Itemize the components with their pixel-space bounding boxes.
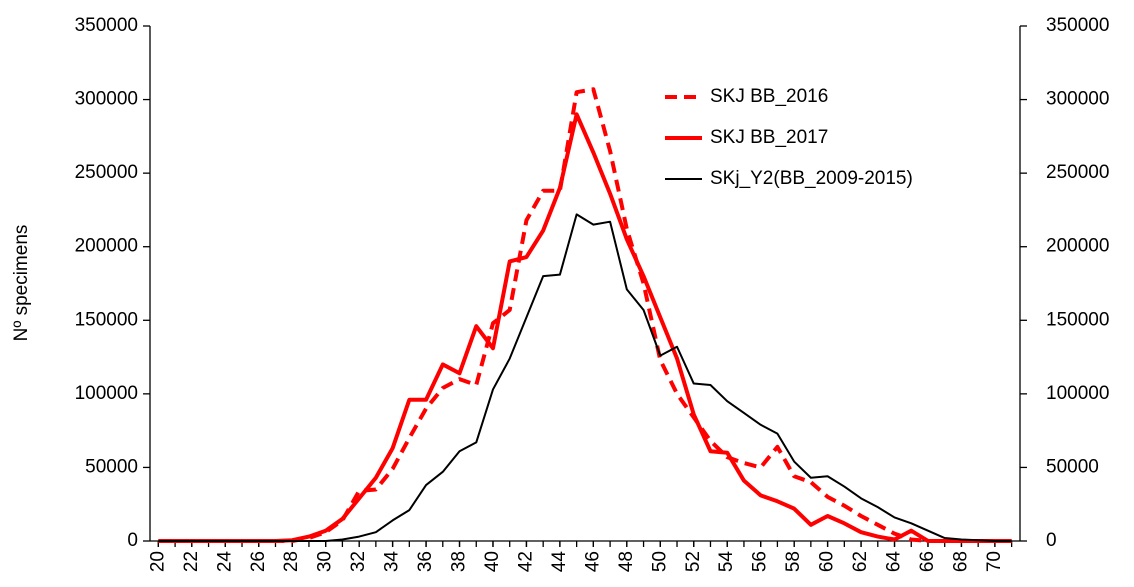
x-tick-label: 46: [582, 551, 603, 572]
legend-label: SKJ BB_2017: [710, 127, 828, 148]
y2-tick-label: 350000: [1046, 15, 1109, 36]
y2-tick-label: 100000: [1046, 383, 1109, 404]
y-tick-label: 150000: [75, 309, 138, 330]
x-tick-label: 66: [917, 551, 938, 572]
y-tick-label: 50000: [85, 456, 138, 477]
x-tick-label: 56: [750, 551, 771, 572]
series-line: [158, 213, 1012, 542]
y2-tick-label: 300000: [1046, 89, 1109, 110]
y-axis-title: Nº specimens: [11, 225, 32, 342]
y2-tick-label: 150000: [1046, 309, 1109, 330]
x-tick-label: 38: [449, 551, 470, 572]
x-tick-label: 64: [884, 551, 905, 573]
x-tick-label: 54: [716, 551, 737, 573]
y-tick-label: 250000: [75, 162, 138, 183]
y-tick-label: 200000: [75, 236, 138, 257]
x-tick-label: 32: [348, 551, 369, 572]
x-tick-label: 22: [181, 551, 202, 572]
y2-tick-label: 0: [1046, 530, 1057, 551]
x-tick-label: 20: [147, 551, 168, 572]
x-tick-label: 52: [683, 551, 704, 572]
x-tick-label: 42: [515, 551, 536, 572]
x-tick-label: 62: [850, 551, 871, 572]
y2-tick-label: 250000: [1046, 162, 1109, 183]
x-tick-label: 70: [984, 551, 1005, 572]
y2-tick-label: 200000: [1046, 236, 1109, 257]
y-tick-label: 100000: [75, 383, 138, 404]
y-tick-label: 0: [127, 530, 138, 551]
x-tick-label: 60: [817, 551, 838, 572]
y-tick-label: 350000: [75, 15, 138, 36]
x-tick-label: 24: [214, 551, 235, 573]
y2-tick-label: 50000: [1046, 456, 1099, 477]
x-tick-label: 26: [248, 551, 269, 572]
series-line: [158, 112, 1012, 543]
x-tick-label: 40: [482, 551, 503, 572]
x-tick-label: 50: [649, 551, 670, 572]
x-tick-label: 48: [616, 551, 637, 572]
x-tick-label: 30: [315, 551, 336, 572]
legend-label: SKJ BB_2016: [710, 86, 828, 107]
x-tick-label: 28: [281, 551, 302, 572]
series-line: [158, 87, 1012, 543]
x-tick-label: 68: [950, 551, 971, 572]
x-tick-label: 58: [783, 551, 804, 572]
legend-label: SKj_Y2(BB_2009-2015): [710, 168, 913, 189]
x-tick-label: 44: [549, 551, 570, 573]
x-tick-label: 36: [415, 551, 436, 572]
x-tick-label: 34: [382, 551, 403, 573]
y-tick-label: 300000: [75, 89, 138, 110]
